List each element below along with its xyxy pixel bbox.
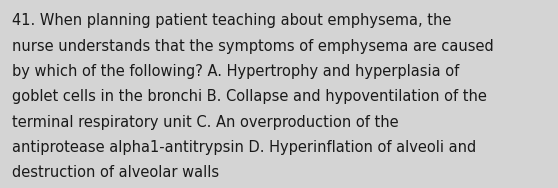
Text: goblet cells in the bronchi B. Collapse and hypoventilation of the: goblet cells in the bronchi B. Collapse … bbox=[12, 89, 487, 104]
Text: destruction of alveolar walls: destruction of alveolar walls bbox=[12, 165, 219, 180]
Text: by which of the following? A. Hypertrophy and hyperplasia of: by which of the following? A. Hypertroph… bbox=[12, 64, 460, 79]
Text: terminal respiratory unit C. An overproduction of the: terminal respiratory unit C. An overprod… bbox=[12, 115, 399, 130]
Text: 41. When planning patient teaching about emphysema, the: 41. When planning patient teaching about… bbox=[12, 13, 451, 28]
Text: antiprotease alpha1-antitrypsin D. Hyperinflation of alveoli and: antiprotease alpha1-antitrypsin D. Hyper… bbox=[12, 140, 477, 155]
Text: nurse understands that the symptoms of emphysema are caused: nurse understands that the symptoms of e… bbox=[12, 39, 494, 54]
